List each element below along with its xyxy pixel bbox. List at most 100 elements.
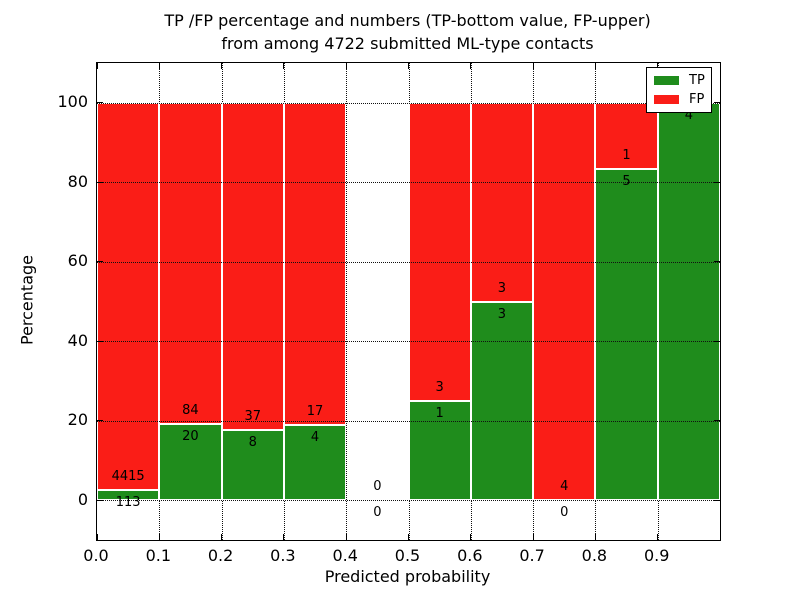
chart-title: TP /FP percentage and numbers (TP-bottom… [96, 9, 719, 55]
y-tick-right [714, 340, 720, 342]
x-tick-top [283, 63, 285, 69]
x-tick-bottom [408, 534, 409, 540]
x-tick-label: 0.4 [332, 546, 358, 565]
x-tick-bottom [158, 534, 160, 540]
legend-item-fp: FP [654, 91, 711, 107]
tp-count-label: 8 [248, 434, 257, 450]
x-tick-bottom [345, 534, 347, 540]
gridline-h [97, 182, 720, 184]
tp-count-label: 113 [115, 495, 141, 511]
bar-segment-tp [408, 400, 471, 501]
fp-count-label: 3 [497, 280, 507, 296]
x-tick-bottom [532, 534, 534, 540]
tp-count-label: 20 [182, 428, 199, 444]
tp-count-label: 4 [684, 107, 693, 123]
tp-count-label: 3 [497, 306, 507, 322]
bar-segment-tp [221, 429, 284, 501]
legend-item-tp: TP [654, 72, 711, 88]
fp-count-label: 17 [306, 403, 324, 419]
x-tick-label: 0.0 [83, 546, 109, 565]
bar-segment-tp [657, 102, 720, 501]
fp-count-label: 3 [435, 379, 444, 395]
x-tick-label: 0.7 [519, 546, 545, 565]
x-tick-top [96, 63, 98, 69]
x-tick-bottom [594, 534, 596, 540]
bar-segment-tp [283, 424, 347, 501]
bar-segment-fp [283, 102, 347, 425]
tp-count-label: 4 [310, 429, 320, 445]
y-tick-label: 20 [67, 410, 88, 430]
gridline-h [97, 261, 720, 263]
bar-segment-fp [221, 102, 284, 430]
fp-count-label: 4 [560, 479, 569, 495]
legend-swatch-tp [654, 76, 679, 85]
x-tick-bottom [96, 534, 98, 540]
y-axis-label: Percentage [17, 254, 37, 346]
bar-segment-tp [159, 423, 222, 501]
bar-segment-tp [595, 169, 658, 501]
x-tick-bottom [283, 534, 285, 540]
x-tick-label: 0.1 [145, 546, 172, 565]
bar-segment-fp [159, 102, 222, 424]
y-tick-right [714, 420, 720, 422]
chart-title-line1: TP /FP percentage and numbers (TP-bottom… [164, 11, 651, 30]
tp-count-label: 0 [560, 505, 569, 521]
gridline-h [97, 102, 720, 104]
gridline-h [97, 420, 720, 422]
gridline-v [346, 63, 348, 540]
x-tick-bottom [470, 534, 472, 540]
x-tick-top [470, 63, 472, 69]
legend: TP FP [646, 67, 712, 113]
bar-segment-fp [595, 102, 658, 169]
bar-segment-fp [408, 102, 471, 401]
x-tick-label: 0.5 [394, 546, 421, 565]
gridline-h [97, 500, 720, 502]
x-tick-top [158, 63, 160, 69]
x-tick-bottom [719, 534, 721, 540]
gridline-h [97, 341, 720, 343]
x-tick-bottom [657, 534, 659, 540]
bar-segment-tp [97, 490, 160, 501]
x-tick-label: 0.8 [581, 546, 608, 565]
y-tick-left [97, 261, 103, 263]
x-tick-top [221, 63, 223, 69]
x-tick-top [345, 63, 347, 69]
y-tick-label: 100 [57, 92, 88, 112]
legend-swatch-fp [654, 95, 679, 104]
x-tick-top [657, 63, 659, 69]
fp-count-label: 0 [373, 479, 382, 495]
x-tick-top [408, 63, 409, 69]
y-tick-right [714, 102, 720, 104]
y-tick-label: 0 [77, 489, 88, 509]
bar-segment-fp [470, 102, 534, 302]
fp-count-label: 84 [182, 402, 199, 418]
bar-segment-fp [97, 102, 160, 491]
y-tick-left [97, 340, 103, 342]
x-axis-label: Predicted probability [324, 567, 491, 586]
x-tick-bottom [221, 534, 223, 540]
plot-area: 4415 113 84 20 37 8 17 4 0 0 3 1 3 3 4 0 1 5 4 TP FP [96, 62, 721, 541]
x-tick-top [594, 63, 596, 69]
y-tick-left [97, 181, 103, 183]
y-tick-label: 60 [67, 251, 88, 271]
x-tick-label: 0.6 [457, 546, 483, 565]
bar-segment-fp [533, 102, 596, 501]
fp-count-label: 37 [244, 408, 262, 424]
tp-count-label: 1 [435, 405, 444, 421]
y-tick-left [97, 499, 103, 501]
y-tick-left [97, 102, 103, 104]
x-tick-top [532, 63, 534, 69]
x-tick-label: 0.9 [643, 546, 670, 565]
x-tick-label: 0.3 [270, 546, 296, 565]
legend-label-fp: FP [689, 91, 705, 107]
x-tick-label: 0.2 [207, 546, 234, 565]
chart-title-line2: from among 4722 submitted ML-type contac… [221, 34, 594, 53]
y-tick-label: 40 [67, 330, 88, 350]
y-tick-right [714, 261, 720, 263]
tp-count-label: 5 [622, 174, 631, 189]
y-tick-right [714, 499, 720, 501]
y-tick-right [714, 181, 720, 183]
tp-count-label: 0 [373, 505, 382, 521]
legend-label-tp: TP [689, 72, 705, 88]
